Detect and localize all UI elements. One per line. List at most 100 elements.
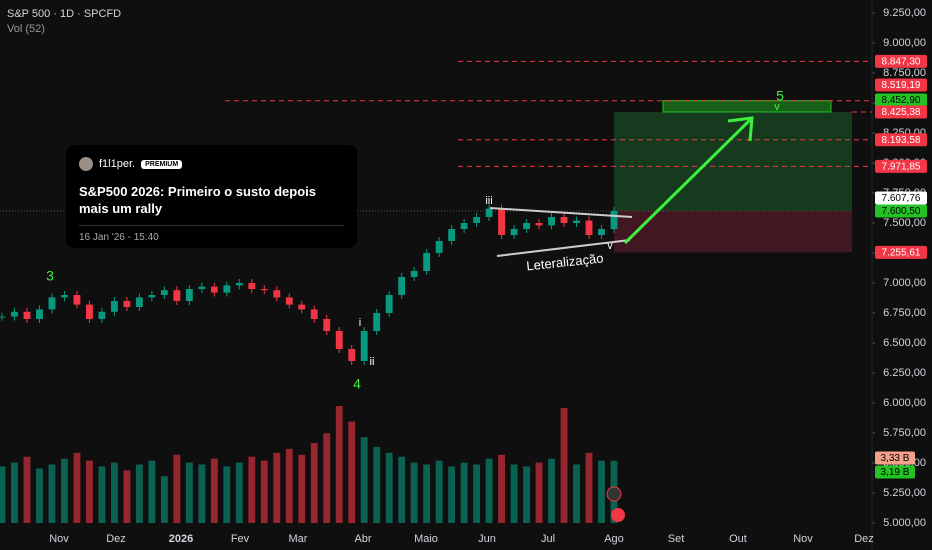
time-label: Fev xyxy=(231,533,250,545)
candle-body xyxy=(223,285,231,293)
candle-body xyxy=(498,208,506,235)
candle-body xyxy=(248,283,256,289)
time-label: Jun xyxy=(478,533,496,545)
candle-body xyxy=(185,289,193,301)
symbol-title: S&P 500 · 1D · SPCFD xyxy=(7,8,121,20)
price-tick-label: 6.750,00 xyxy=(883,307,926,319)
candle-body xyxy=(523,223,531,229)
idea-author: f1l1per. xyxy=(99,158,136,170)
time-label: Nov xyxy=(793,533,813,545)
price-tick-label: 6.250,00 xyxy=(883,367,926,379)
volume-bar xyxy=(223,466,231,523)
candle-body xyxy=(198,286,206,289)
idea-date: 16 Jan '26 - 15:40 xyxy=(79,232,159,243)
volume-bar xyxy=(0,466,6,523)
volume-bar xyxy=(485,458,493,523)
volume-indicator: Vol (52) xyxy=(7,23,45,35)
wave-label: ii xyxy=(370,356,375,368)
volume-bar xyxy=(335,406,343,523)
candle-body xyxy=(260,289,268,291)
target-zone xyxy=(662,100,832,113)
price-tick-label: 6.000,00 xyxy=(883,397,926,409)
volume-bar xyxy=(110,462,118,523)
volume-bar xyxy=(210,458,218,523)
volume-bar xyxy=(148,460,156,523)
candle-body xyxy=(173,290,181,301)
volume-bar xyxy=(598,460,605,523)
level-price-label: 7.607,76 xyxy=(882,193,921,204)
candle-body xyxy=(560,217,568,223)
events-icon xyxy=(611,508,625,522)
price-tick-label: 5.750,00 xyxy=(883,427,926,439)
candle-body xyxy=(36,309,43,319)
wave-label: 4 xyxy=(353,376,361,392)
candle-body xyxy=(85,304,93,319)
volume-bar xyxy=(185,462,193,523)
candle-body xyxy=(423,253,431,271)
idea-badge: PREMIUM xyxy=(141,159,183,169)
level-price-label: 7.255,61 xyxy=(882,247,921,258)
projection-arrow xyxy=(623,118,752,245)
candle-body xyxy=(98,311,106,319)
time-label: Dez xyxy=(106,533,126,545)
candle-body xyxy=(385,295,393,313)
volume-value-label: 3,19 B xyxy=(881,467,910,478)
candle-body xyxy=(535,223,543,226)
volume-bar xyxy=(360,437,368,523)
volume-bar xyxy=(560,407,568,523)
level-price-box xyxy=(875,191,927,205)
candle-body xyxy=(585,220,593,235)
time-label: Ago xyxy=(604,533,624,545)
candle-body xyxy=(573,220,580,223)
volume-bar xyxy=(235,462,243,523)
idea-card[interactable]: f1l1per. PREMIUM S&P500 2026: Primeiro o… xyxy=(66,145,357,248)
candle-body xyxy=(348,349,356,361)
volume-bar xyxy=(323,433,331,523)
volume-bar xyxy=(160,476,168,523)
trendline xyxy=(489,207,633,218)
time-label: 2026 xyxy=(169,533,193,545)
volume-bar xyxy=(198,464,206,523)
price-tick-label: 7.500,00 xyxy=(883,217,926,229)
loss-zone xyxy=(614,210,852,253)
volume-bar xyxy=(85,460,93,523)
volume-bar xyxy=(448,466,456,523)
volume-bar xyxy=(273,452,281,523)
level-price-box xyxy=(875,204,927,218)
candle-body xyxy=(323,319,331,331)
time-label: Nov xyxy=(49,533,69,545)
volume-bar xyxy=(123,470,131,523)
level-price-label: 8.452,90 xyxy=(882,95,921,106)
volume-bar xyxy=(460,462,468,523)
candle-body xyxy=(310,309,318,319)
level-price-label: 8.519,19 xyxy=(882,80,921,91)
volume-bar xyxy=(285,448,293,523)
level-price-label: 8.847,30 xyxy=(882,56,921,67)
volume-value-label: 3,33 B xyxy=(881,453,910,464)
volume-value-box xyxy=(875,465,915,479)
arrow-head xyxy=(727,116,754,142)
volume-value-box xyxy=(875,451,915,465)
time-label: Mar xyxy=(289,533,308,545)
volume-bar xyxy=(548,458,555,523)
candle-body xyxy=(73,295,81,305)
candle-body xyxy=(548,217,555,226)
level-price-box xyxy=(875,245,927,259)
candle-body xyxy=(485,208,493,217)
candle-body xyxy=(435,241,443,253)
candle-body xyxy=(448,229,456,241)
wave-label: 5 xyxy=(776,88,784,104)
volume-bar xyxy=(36,468,43,523)
candle-body xyxy=(460,223,468,229)
price-tick-label: 7.000,00 xyxy=(883,277,926,289)
profit-zone xyxy=(614,111,852,211)
wave-label: iii xyxy=(485,195,492,207)
volume-bar xyxy=(523,466,531,523)
candle-body xyxy=(298,304,306,310)
level-price-box xyxy=(875,159,927,173)
volume-bar xyxy=(435,460,443,523)
candle-body xyxy=(23,311,31,319)
level-price-label: 7.600,50 xyxy=(882,206,921,217)
wave-label: v xyxy=(774,101,780,113)
